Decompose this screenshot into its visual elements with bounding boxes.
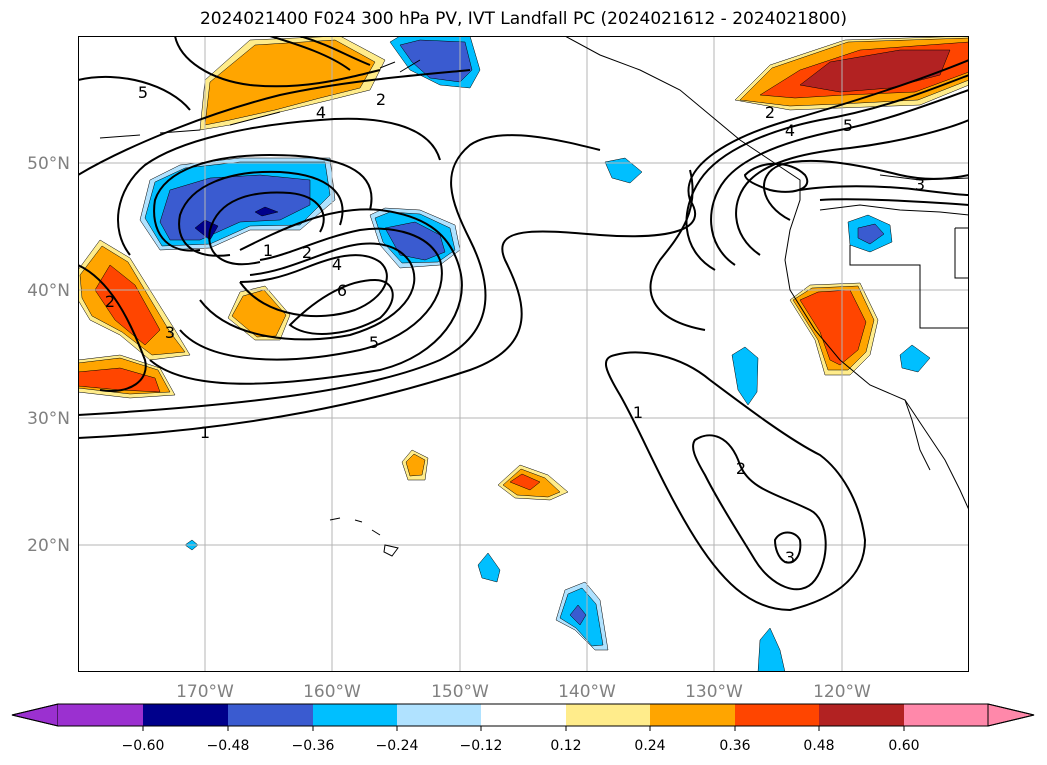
colorbar-outline — [11, 703, 1035, 727]
lat-label: 20°N — [27, 536, 70, 556]
contour-label: 1 — [633, 403, 643, 422]
colorbar-swatch — [58, 704, 143, 726]
lon-label: 170°W — [176, 682, 234, 702]
pv-contours — [78, 36, 969, 612]
contour-label: 6 — [337, 281, 347, 300]
colorbar-swatch — [819, 704, 904, 726]
colorbar-swatch — [228, 704, 313, 726]
lat-label: 30°N — [27, 409, 70, 429]
map-frame — [78, 36, 969, 672]
colorbar-swatch — [481, 704, 566, 726]
colorbar-swatch — [566, 704, 650, 726]
colorbar-tick-label: 0.12 — [550, 738, 581, 754]
colorbar-tick-label: 0.24 — [634, 738, 665, 754]
colorbar-swatch — [313, 704, 397, 726]
colorbar-swatch — [904, 704, 988, 726]
contour-label: 2 — [376, 90, 386, 109]
contour-label: 4 — [785, 121, 795, 140]
lon-label: 140°W — [558, 682, 616, 702]
contour-label: 3 — [785, 548, 795, 567]
contour-labels: 5 2 4 2 4 5 3 1 2 4 6 5 2 3 1 1 2 3 — [105, 83, 925, 567]
colorbar-tick-label: 0.36 — [719, 738, 750, 754]
contour-label: 2 — [736, 459, 746, 478]
lon-label: 160°W — [303, 682, 361, 702]
lat-label: 50°N — [27, 154, 70, 174]
colorbar-extend-low — [11, 703, 59, 727]
colorbar-tick-label: −0.60 — [122, 738, 165, 754]
map-title: 2024021400 F024 300 hPa PV, IVT Landfall… — [199, 9, 847, 29]
contour-label: 3 — [915, 175, 925, 194]
contour-label: 1 — [263, 241, 273, 260]
contour-label: 4 — [316, 103, 326, 122]
colorbar-swatch — [143, 704, 228, 726]
contour-label: 2 — [302, 243, 312, 262]
contour-label: 5 — [138, 83, 148, 102]
colorbar-swatch — [650, 704, 735, 726]
colorbar-tick-labels: −0.60 −0.48 −0.36 −0.24 −0.12 0.12 0.24 … — [122, 738, 920, 754]
contour-label: 5 — [369, 333, 379, 352]
colorbar-swatch — [735, 704, 819, 726]
contour-label: 4 — [332, 255, 342, 274]
colorbar-tick-label: 0.48 — [803, 738, 834, 754]
colorbar-tick-label: −0.24 — [376, 738, 419, 754]
contour-label: 3 — [165, 323, 175, 342]
colorbar-tick-label: −0.36 — [292, 738, 335, 754]
colorbar-tick-label: 0.60 — [888, 738, 919, 754]
colorbar — [11, 703, 1035, 731]
lon-label: 130°W — [685, 682, 743, 702]
lat-label: 40°N — [27, 281, 70, 301]
colorbar-ticks — [142, 726, 905, 731]
colorbar-tick-label: −0.48 — [207, 738, 250, 754]
colorbar-swatch — [397, 704, 481, 726]
lon-label: 150°W — [431, 682, 489, 702]
colorbar-tick-label: −0.12 — [460, 738, 503, 754]
gridlines — [78, 36, 969, 672]
lon-label: 120°W — [813, 682, 871, 702]
colorbar-extend-high — [987, 703, 1035, 727]
lat-labels: 50°N 40°N 30°N 20°N — [27, 154, 70, 556]
contour-label: 2 — [765, 103, 775, 122]
contour-label: 2 — [105, 292, 115, 311]
contour-label: 1 — [200, 423, 210, 442]
contour-label: 5 — [843, 116, 853, 135]
lon-labels: 170°W 160°W 150°W 140°W 130°W 120°W — [176, 682, 871, 702]
